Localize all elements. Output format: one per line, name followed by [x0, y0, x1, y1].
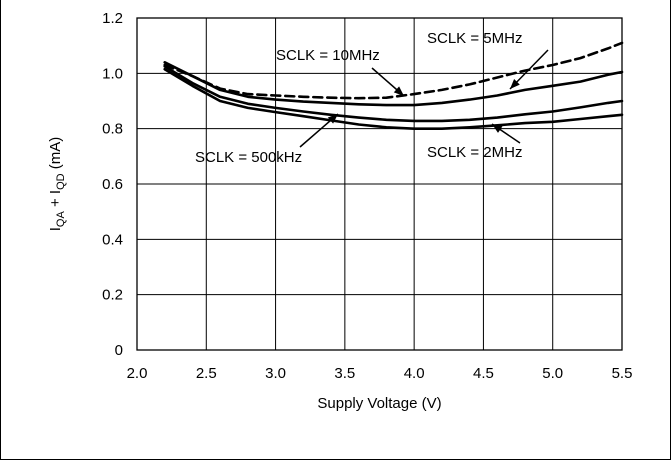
series-line — [163, 65, 624, 123]
y-tick-label: 0.4 — [102, 231, 123, 248]
y-axis-label-mid: + I — [47, 190, 64, 211]
x-tick-label: 3.0 — [265, 365, 286, 382]
y-axis-label-sub1: QA — [55, 211, 67, 228]
x-axis-label: Supply Voltage (V) — [317, 395, 441, 412]
x-tick-label: 5.5 — [612, 365, 633, 382]
annotation-label: SCLK = 5MHz — [427, 30, 522, 47]
annotation-arrowhead — [393, 86, 404, 96]
series-line — [163, 67, 624, 130]
y-tick-label: 0.8 — [102, 121, 123, 138]
y-tick-label: 0.2 — [102, 287, 123, 304]
x-tick-label: 3.5 — [334, 365, 355, 382]
x-tick-labels: 2.0 2.5 3.0 3.5 4.0 4.5 5.0 5.5 — [127, 365, 633, 382]
annotations: SCLK = 10MHz SCLK = 5MHz SCLK = 500kHz SCLK… — [195, 30, 549, 166]
y-tick-label: 1.2 — [102, 10, 123, 27]
series-line — [163, 41, 624, 100]
annotation-arrowhead — [327, 114, 338, 124]
x-tick-label: 4.5 — [473, 365, 494, 382]
annotation-label: SCLK = 2MHz — [427, 144, 522, 161]
x-tick-label: 2.0 — [127, 365, 148, 382]
y-axis-label-unit: (mA) — [47, 137, 64, 174]
grid-lines — [136, 17, 623, 351]
x-tick-label: 5.0 — [542, 365, 563, 382]
annotation-label: SCLK = 500kHz — [195, 149, 302, 166]
y-tick-label: 1.0 — [102, 65, 123, 82]
y-axis-label: IQA + IQD (mA) — [47, 137, 67, 232]
series-line — [163, 60, 624, 107]
annotation-arrowhead — [510, 79, 520, 89]
annotation-label: SCLK = 10MHz — [276, 47, 380, 64]
x-tick-label: 4.0 — [404, 365, 425, 382]
y-tick-labels: 0 0.2 0.4 0.6 0.8 1.0 1.2 — [102, 10, 123, 359]
y-tick-label: 0 — [115, 342, 123, 359]
plot-border — [136, 17, 623, 351]
y-axis-label-sub2: QD — [55, 173, 67, 190]
y-axis-label-main: I — [47, 227, 64, 231]
series-layer — [163, 41, 624, 130]
annotation-arrowhead — [492, 124, 503, 133]
x-tick-label: 2.5 — [196, 365, 217, 382]
y-tick-label: 0.6 — [102, 176, 123, 193]
